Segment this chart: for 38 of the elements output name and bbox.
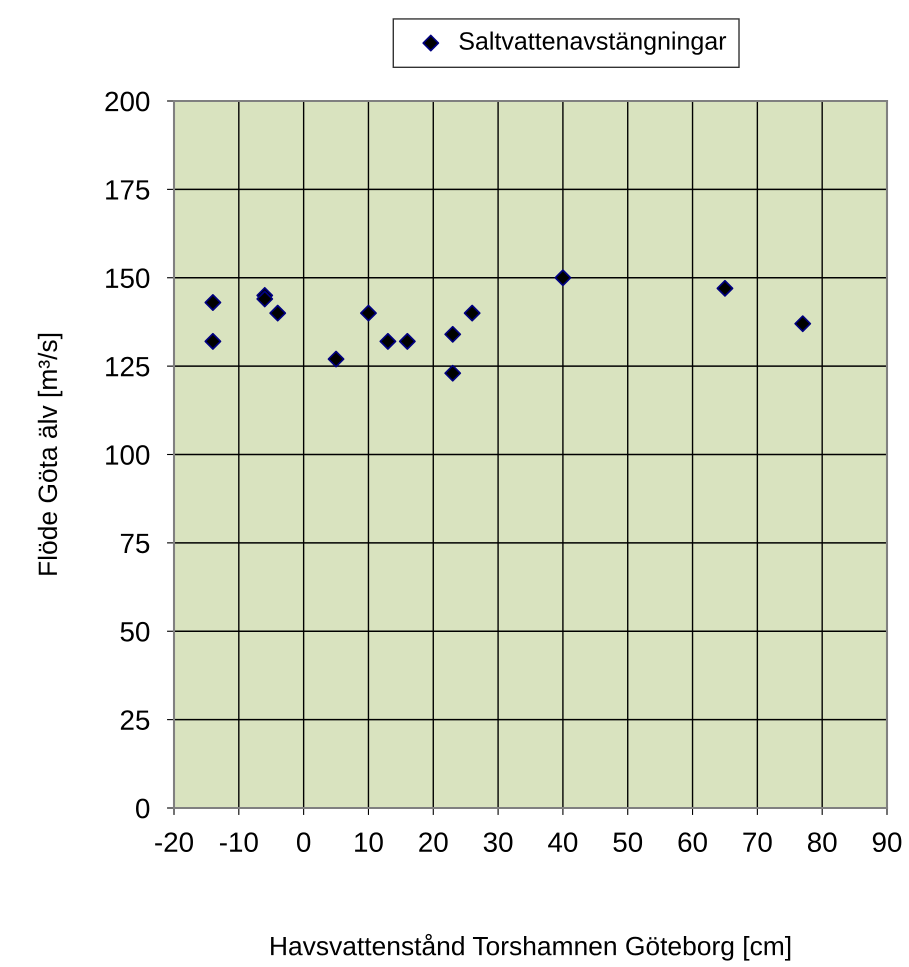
x-axis-title: Havsvattenstånd Torshamnen Göteborg [cm] xyxy=(271,934,790,961)
point xyxy=(398,332,416,350)
x-tick-label: -10 xyxy=(220,832,258,852)
x-tick-label: 70 xyxy=(743,832,772,852)
x-tick-label: 40 xyxy=(548,832,578,852)
point xyxy=(444,326,462,343)
point xyxy=(256,290,274,308)
legend-label: Saltvattenavstängningar xyxy=(459,31,726,55)
x-tick-label: -20 xyxy=(155,832,193,852)
point xyxy=(328,350,344,368)
point xyxy=(554,269,572,286)
point xyxy=(464,304,481,322)
y-tick-label: 100 xyxy=(106,445,150,465)
y-tick-label: 50 xyxy=(120,622,150,642)
y-tick-label: 200 xyxy=(105,92,150,112)
x-tick-label: 80 xyxy=(808,832,837,852)
point xyxy=(716,280,734,297)
point xyxy=(379,332,396,350)
x-tick-label: 20 xyxy=(419,832,448,852)
x-tick-label: 30 xyxy=(484,832,512,852)
x-tick-label: 90 xyxy=(872,832,902,852)
point xyxy=(360,304,377,322)
y-tick-label: 25 xyxy=(120,710,150,730)
y-axis-title: Flöde Göta älv [m³/s] xyxy=(38,334,62,575)
x-tick-label: 0 xyxy=(297,832,310,852)
point xyxy=(444,364,462,382)
point xyxy=(794,315,812,332)
point xyxy=(204,294,222,311)
x-tick-label: 10 xyxy=(355,832,383,852)
point xyxy=(204,332,222,350)
y-tick-label: 150 xyxy=(106,268,150,288)
point xyxy=(269,304,286,322)
y-tick-label: 75 xyxy=(120,534,150,554)
x-tick-label: 60 xyxy=(678,832,707,852)
x-tick-label: 50 xyxy=(613,832,642,852)
y-tick-label: 0 xyxy=(136,798,150,818)
y-tick-label: 175 xyxy=(106,180,150,200)
y-tick-label: 125 xyxy=(106,356,150,376)
